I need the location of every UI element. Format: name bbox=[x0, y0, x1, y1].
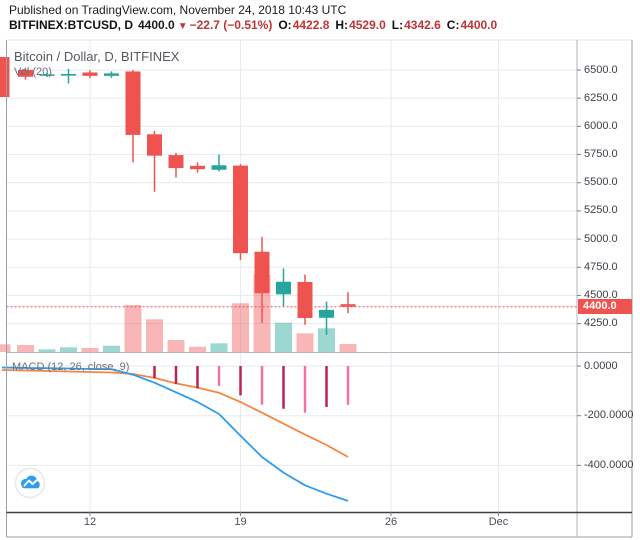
candle-body bbox=[319, 309, 334, 318]
volume-bar bbox=[318, 328, 335, 352]
gridlines bbox=[6, 40, 577, 512]
volume-bar bbox=[167, 340, 185, 352]
volume-bar bbox=[17, 345, 34, 352]
symbol-interval: BITFINEX:BTCUSD, D bbox=[9, 18, 133, 32]
price-tick-label: 4750.0 bbox=[584, 260, 618, 273]
candle bbox=[104, 71, 119, 78]
logo-chartline-icon bbox=[23, 479, 38, 487]
price-tick-label: 4250.0 bbox=[584, 317, 618, 330]
candle-body bbox=[233, 165, 248, 254]
candle bbox=[233, 164, 248, 260]
candle-body bbox=[168, 155, 184, 169]
volume-bar bbox=[0, 344, 11, 352]
ohlc-label: H: bbox=[335, 18, 349, 32]
price-tick-label: 6250.0 bbox=[584, 91, 618, 104]
pane-frame bbox=[6, 39, 633, 538]
price-tick-label: 5500.0 bbox=[584, 176, 618, 189]
candle bbox=[190, 162, 205, 173]
candle-body bbox=[39, 74, 55, 76]
volume-bar bbox=[103, 345, 120, 352]
macd-pane bbox=[1, 366, 350, 502]
candle bbox=[340, 292, 356, 314]
candle bbox=[61, 68, 76, 84]
quote-line: BITFINEX:BTCUSD, D 4400.0 ▼ −22.7 (−0.51%) O… bbox=[9, 18, 497, 32]
price-tick-label: 5250.0 bbox=[584, 204, 618, 217]
candlestick-series bbox=[0, 57, 356, 335]
tradingview-logo[interactable] bbox=[14, 467, 46, 499]
ohlc-value: 4342.6 bbox=[404, 18, 441, 32]
ohlc-values: O:4422.8 H:4529.0 L:4342.6 C:4400.0 bbox=[272, 18, 497, 32]
price-tick-label: 4500.0 bbox=[584, 288, 618, 301]
candle bbox=[211, 154, 227, 172]
candle-body bbox=[297, 281, 313, 319]
price-tick-label: 5750.0 bbox=[584, 148, 618, 161]
candle bbox=[125, 70, 141, 163]
published-line: Published on TradingView.com, November 2… bbox=[9, 3, 347, 17]
last-price-value: 4400.0 bbox=[138, 18, 175, 32]
candle bbox=[39, 72, 55, 77]
volume-series bbox=[0, 275, 357, 352]
price-tick-label: 6500.0 bbox=[584, 63, 618, 76]
volume-legend: Vol (20) bbox=[14, 66, 52, 78]
candle-body bbox=[340, 304, 356, 307]
macd-legend: MACD (12, 26, close, 9) bbox=[12, 361, 130, 373]
candle-body bbox=[0, 57, 10, 98]
candle-body bbox=[147, 134, 162, 156]
time-axis-label: Dec bbox=[488, 516, 509, 528]
ohlc-label: C: bbox=[446, 18, 460, 32]
volume-bar bbox=[189, 346, 206, 352]
candle bbox=[297, 274, 313, 325]
time-axis-label: 12 bbox=[83, 516, 97, 528]
candle bbox=[147, 130, 162, 192]
volume-bar bbox=[81, 348, 99, 352]
candle bbox=[168, 152, 184, 178]
candle-body bbox=[211, 165, 227, 170]
volume-bar bbox=[124, 305, 142, 352]
candle-body bbox=[276, 281, 291, 295]
candle bbox=[254, 236, 270, 324]
time-axis-label: 26 bbox=[384, 516, 398, 528]
candle-body bbox=[125, 71, 141, 135]
candle-body bbox=[104, 73, 119, 76]
down-arrow-icon: ▼ bbox=[177, 21, 188, 32]
candle bbox=[18, 67, 33, 80]
volume-bar bbox=[275, 322, 292, 352]
volume-bar bbox=[38, 349, 56, 352]
price-tick-label: 5000.0 bbox=[584, 232, 618, 245]
volume-bar bbox=[146, 319, 163, 352]
ohlc-value: 4422.8 bbox=[292, 18, 330, 32]
ohlc-label: O: bbox=[278, 18, 292, 32]
candle-body bbox=[254, 251, 270, 294]
time-axis-label: 19 bbox=[234, 516, 247, 528]
macd-tick-label: -200.0000 bbox=[584, 409, 634, 422]
candle-body bbox=[18, 70, 33, 77]
ohlc-value: 4529.0 bbox=[349, 18, 386, 32]
volume-bar bbox=[296, 333, 314, 352]
volume-bar bbox=[339, 344, 357, 352]
candle bbox=[276, 268, 291, 307]
chart-legend: Bitcoin / Dollar, D, BITFINEX bbox=[14, 49, 180, 64]
ohlc-value: 4400.0 bbox=[460, 18, 498, 32]
price-change: −22.7 (−0.51%) bbox=[189, 18, 273, 32]
candle bbox=[319, 301, 334, 335]
candle bbox=[0, 57, 10, 98]
volume-bar bbox=[60, 347, 77, 352]
candle bbox=[82, 70, 98, 79]
macd-line bbox=[1, 366, 349, 502]
candle-body bbox=[61, 73, 76, 76]
macd-tick-label: 0.0000 bbox=[584, 359, 618, 372]
ohlc-label: L: bbox=[391, 18, 404, 32]
candle-body bbox=[82, 72, 98, 76]
price-tick-label: 6000.0 bbox=[584, 119, 618, 132]
volume-bar bbox=[210, 343, 228, 352]
candle-body bbox=[190, 165, 205, 170]
last-price-badge: 4400.0 bbox=[578, 299, 632, 315]
volume-bar bbox=[232, 303, 249, 352]
macd-tick-label: -400.0000 bbox=[584, 458, 634, 471]
